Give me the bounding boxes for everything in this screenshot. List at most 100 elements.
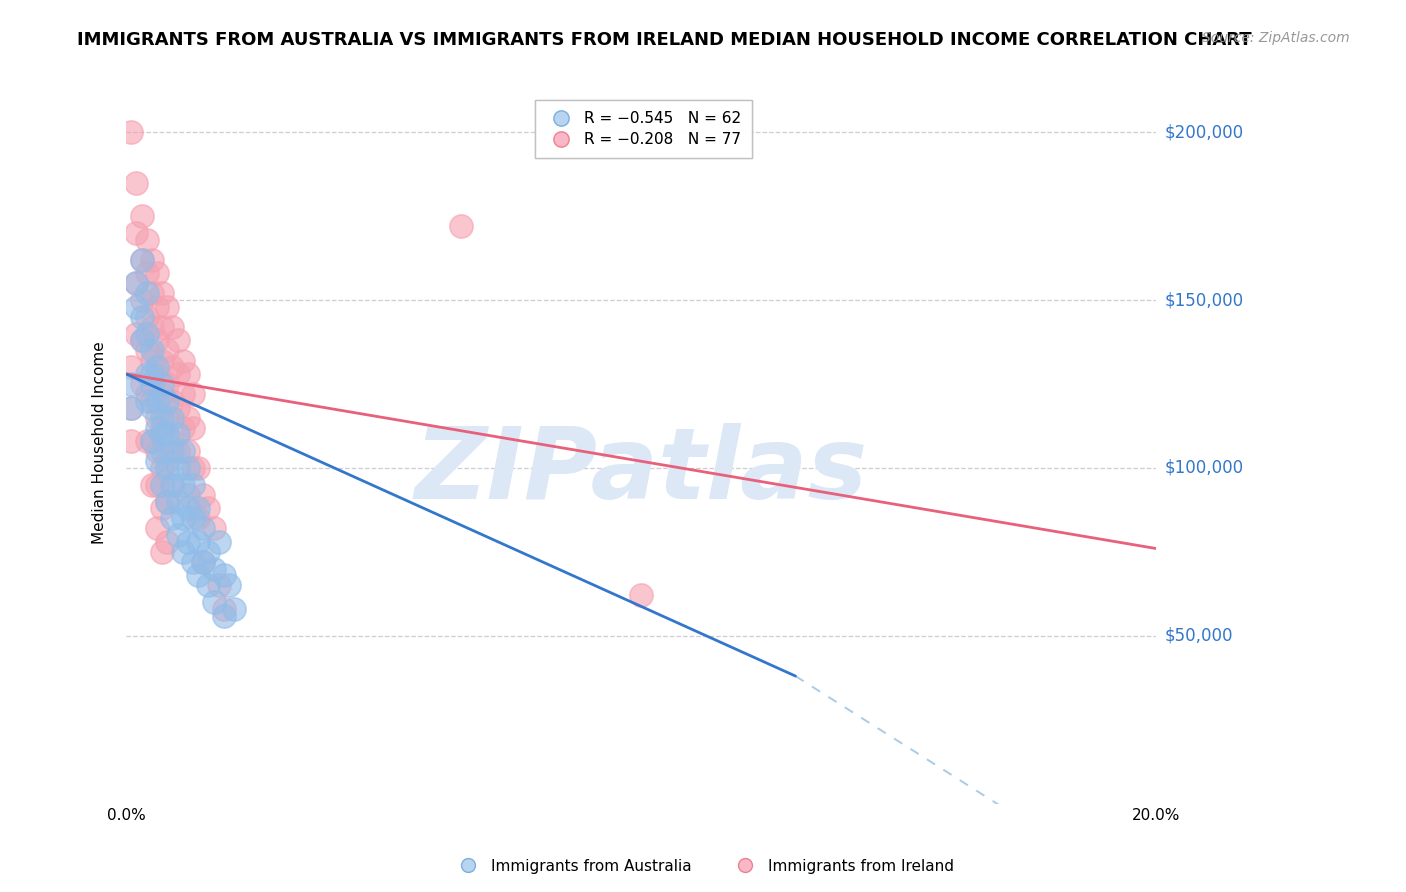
Point xyxy=(135,387,157,401)
Point xyxy=(224,602,246,616)
Point xyxy=(172,444,194,458)
Point xyxy=(150,461,173,475)
Point xyxy=(141,434,163,448)
Point xyxy=(146,334,169,348)
Point xyxy=(120,125,142,139)
Point xyxy=(156,410,179,425)
Point xyxy=(141,286,163,301)
Point xyxy=(146,521,169,535)
Point xyxy=(193,555,215,569)
Point xyxy=(193,488,215,502)
Point xyxy=(150,477,173,491)
Point xyxy=(120,401,142,415)
Point xyxy=(141,252,163,267)
Point xyxy=(172,420,194,434)
Point xyxy=(135,266,157,280)
Point xyxy=(177,461,200,475)
Point xyxy=(166,401,188,415)
Point xyxy=(187,501,209,516)
Point xyxy=(146,367,169,381)
Point xyxy=(162,434,184,448)
Point xyxy=(202,595,225,609)
Point xyxy=(125,277,148,291)
Point xyxy=(156,454,179,468)
Point xyxy=(172,511,194,525)
Point xyxy=(125,277,148,291)
Point xyxy=(197,578,219,592)
Point xyxy=(146,420,169,434)
Legend: Immigrants from Australia, Immigrants from Ireland: Immigrants from Australia, Immigrants fr… xyxy=(446,853,960,880)
Point xyxy=(141,353,163,368)
Point xyxy=(156,461,179,475)
Point xyxy=(146,300,169,314)
Point xyxy=(146,266,169,280)
Point xyxy=(146,477,169,491)
Text: Source: ZipAtlas.com: Source: ZipAtlas.com xyxy=(1202,31,1350,45)
Point xyxy=(141,393,163,408)
Point xyxy=(166,427,188,442)
Point xyxy=(177,501,200,516)
Point xyxy=(131,310,153,324)
Point xyxy=(218,578,240,592)
Point xyxy=(150,387,173,401)
Point xyxy=(146,360,169,375)
Point xyxy=(131,209,153,223)
Point xyxy=(120,434,142,448)
Point xyxy=(187,568,209,582)
Point xyxy=(177,444,200,458)
Point xyxy=(181,461,204,475)
Point xyxy=(181,511,204,525)
Point xyxy=(212,602,235,616)
Point xyxy=(177,410,200,425)
Point xyxy=(156,427,179,442)
Point xyxy=(150,501,173,516)
Text: IMMIGRANTS FROM AUSTRALIA VS IMMIGRANTS FROM IRELAND MEDIAN HOUSEHOLD INCOME COR: IMMIGRANTS FROM AUSTRALIA VS IMMIGRANTS … xyxy=(77,31,1251,49)
Point xyxy=(162,477,184,491)
Point xyxy=(212,568,235,582)
Point xyxy=(166,461,188,475)
Point xyxy=(150,420,173,434)
Point xyxy=(156,300,179,314)
Point xyxy=(166,367,188,381)
Point xyxy=(156,494,179,508)
Text: $200,000: $200,000 xyxy=(1164,123,1243,141)
Text: $150,000: $150,000 xyxy=(1164,291,1243,310)
Point xyxy=(162,393,184,408)
Point xyxy=(162,477,184,491)
Point xyxy=(135,393,157,408)
Point xyxy=(166,334,188,348)
Point xyxy=(162,444,184,458)
Point xyxy=(146,410,169,425)
Point xyxy=(193,521,215,535)
Point xyxy=(141,320,163,334)
Text: $50,000: $50,000 xyxy=(1164,627,1233,645)
Point xyxy=(177,534,200,549)
Point xyxy=(135,310,157,324)
Point xyxy=(125,326,148,341)
Point xyxy=(162,410,184,425)
Point xyxy=(156,343,179,358)
Point xyxy=(135,367,157,381)
Point xyxy=(150,427,173,442)
Point xyxy=(156,377,179,392)
Point xyxy=(141,367,163,381)
Point xyxy=(131,334,153,348)
Text: $100,000: $100,000 xyxy=(1164,459,1243,477)
Point xyxy=(202,521,225,535)
Point xyxy=(208,534,231,549)
Point xyxy=(141,343,163,358)
Legend: R = −0.545   N = 62, R = −0.208   N = 77: R = −0.545 N = 62, R = −0.208 N = 77 xyxy=(536,101,752,158)
Point xyxy=(156,494,179,508)
Point xyxy=(146,444,169,458)
Point xyxy=(193,555,215,569)
Point xyxy=(630,589,652,603)
Point xyxy=(156,393,179,408)
Point xyxy=(141,477,163,491)
Point xyxy=(181,555,204,569)
Point xyxy=(135,286,157,301)
Point xyxy=(131,377,153,392)
Point xyxy=(131,252,153,267)
Point xyxy=(212,608,235,623)
Point xyxy=(150,444,173,458)
Point xyxy=(172,477,194,491)
